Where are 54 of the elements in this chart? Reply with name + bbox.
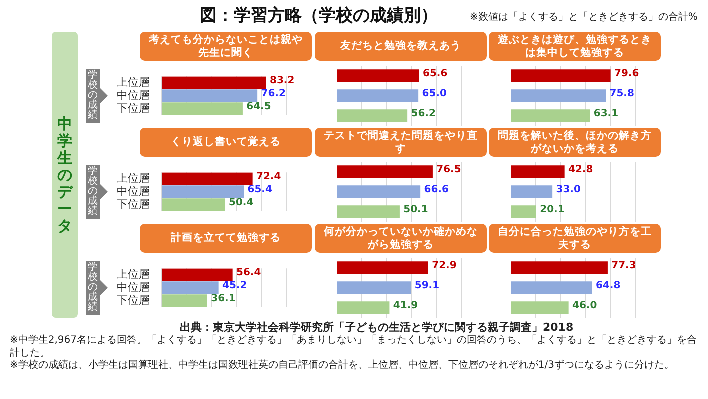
data-label: 33.0 (556, 184, 581, 196)
data-label: 64.8 (596, 280, 621, 292)
data-label: 75.8 (610, 88, 634, 100)
y-tick-label: 中位層 (117, 88, 150, 102)
data-label: 50.1 (404, 204, 428, 216)
data-label: 63.1 (594, 108, 619, 120)
data-label: 41.9 (393, 300, 418, 312)
chart-title: 遊ぶときは遊び、勉強するときは集中して勉強する (489, 32, 661, 61)
source-note: 出典：東京大学社会科学研究所「子どもの生活と学びに関する親子調査」2018 (179, 321, 575, 334)
chart-title: くり返し書いて覚える (140, 128, 312, 157)
data-label: 65.6 (423, 68, 448, 80)
data-label: 20.1 (540, 204, 565, 216)
text: 中学生のデータ (56, 114, 74, 234)
text: ※中学生2,967名による回答。「よくする」「ときどきする」「あまりしない」「まったくしない」の回答のうち、「よくする」と「ときどきする」を合計した。 (10, 335, 698, 360)
y-axis-title: 学校の成績 (86, 261, 100, 315)
data-label: 83.2 (270, 76, 295, 87)
data-label: 50.4 (229, 198, 254, 209)
data-label: 79.6 (614, 68, 640, 80)
data-label: 42.8 (568, 164, 594, 176)
chart-title: テストで間違えた問題をやり直す (315, 128, 487, 157)
data-label: 45.2 (222, 280, 248, 292)
data-label: 64.5 (246, 102, 272, 113)
data-label: 72.4 (256, 172, 282, 183)
data-label: 76.5 (436, 164, 462, 176)
y-tick-label: 上位層 (117, 76, 150, 89)
chart-title: 自分に合った勉強のやり方を工夫する (489, 224, 661, 253)
y-axis-title: 学校の成績 (86, 69, 100, 123)
data-label: 65.4 (248, 184, 272, 196)
text: ※数値は「よくする」と「ときどきする」の合計% (470, 10, 698, 24)
data-label: 56.2 (411, 108, 436, 120)
chart-title: 考えても分からないことは親や先生に聞く (140, 32, 312, 61)
y-tick-label: 下位層 (117, 102, 150, 115)
chart-title: 友だちと勉強を教えあう (315, 32, 487, 61)
chart-title: 何が分かっていないか確かめながら勉強する (315, 224, 487, 253)
data-label: 77.3 (612, 260, 636, 272)
data-label: 56.4 (236, 268, 262, 279)
chart-title: 計画を立てて勉強する (140, 224, 312, 253)
y-tick-label: 上位層 (117, 268, 150, 281)
data-label: 36.1 (211, 294, 236, 305)
chart-title: 問題を解いた後、ほかの解き方がないかを考える (489, 128, 661, 157)
y-tick-label: 中位層 (117, 280, 150, 294)
data-label: 59.1 (414, 280, 440, 292)
text: 図：学習方略（学校の成績別） (200, 5, 438, 27)
y-tick-label: 下位層 (117, 294, 150, 307)
data-label: 46.0 (572, 300, 598, 312)
y-tick-label: 下位層 (117, 198, 150, 211)
data-label: 66.6 (424, 184, 449, 196)
y-axis-title: 学校の成績 (86, 165, 100, 219)
y-tick-label: 上位層 (117, 172, 150, 185)
y-tick-label: 中位層 (117, 184, 150, 198)
data-label: 76.2 (261, 88, 286, 100)
text: ※学校の成績は、小学生は国算理社、中学生は国数理社英の自己評価の合計を、上位層、中位層、下位層のそれぞれが1/3ずつになるように分けた。 (10, 360, 676, 372)
data-label: 65.0 (422, 88, 447, 100)
data-label: 72.9 (432, 260, 457, 272)
